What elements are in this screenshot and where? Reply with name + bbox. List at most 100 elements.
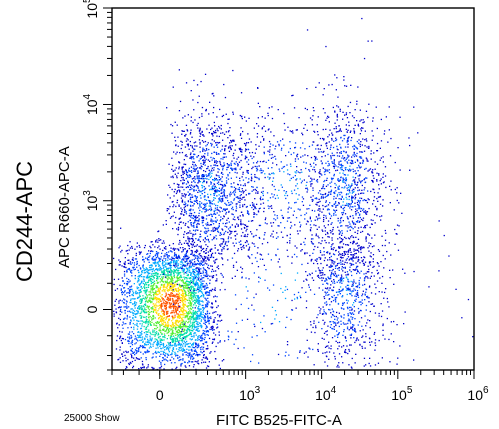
event-dot [140, 308, 143, 310]
event-dot [208, 361, 210, 363]
event-dot [164, 349, 166, 351]
event-dot [175, 262, 178, 264]
event-dot [194, 255, 197, 257]
event-dot [330, 144, 332, 146]
event-dot [133, 351, 135, 353]
event-dot [196, 200, 198, 202]
event-dot [373, 196, 376, 198]
event-dot [167, 321, 169, 323]
event-dot [171, 312, 173, 314]
event-dot [346, 198, 348, 200]
event-dot [193, 304, 195, 306]
event-dot [310, 227, 312, 229]
event-dot [196, 311, 198, 313]
event-dot [353, 151, 355, 154]
event-dot [128, 363, 131, 366]
event-dot [169, 287, 171, 289]
event-dot [184, 365, 186, 367]
event-dot [333, 128, 335, 130]
event-dot [166, 277, 168, 279]
event-dot [142, 305, 145, 307]
event-dot [198, 300, 201, 302]
event-dot [189, 316, 191, 318]
event-dot [166, 210, 168, 212]
event-dot [201, 248, 204, 250]
event-dot [182, 308, 185, 310]
event-dot [198, 219, 200, 221]
event-dot [197, 286, 199, 288]
event-dot [158, 308, 160, 310]
event-dot [156, 239, 158, 241]
event-dot [131, 340, 133, 342]
event-dot [177, 248, 179, 250]
event-dot [136, 324, 138, 326]
event-dot [203, 231, 206, 233]
event-dot [201, 222, 203, 224]
event-dot [173, 341, 175, 343]
event-dot [189, 328, 191, 330]
event-dot [192, 290, 194, 292]
event-dot [339, 172, 341, 174]
event-dot [200, 247, 202, 249]
event-dot [186, 264, 189, 266]
event-dot [186, 129, 188, 131]
event-dot [205, 205, 207, 207]
event-dot [149, 293, 151, 296]
event-dot [347, 186, 350, 188]
event-dot [350, 185, 352, 187]
event-dot [207, 331, 210, 333]
event-dot [200, 319, 203, 321]
event-dot [158, 314, 160, 316]
event-dot [201, 217, 203, 219]
event-dot [191, 350, 193, 352]
event-dot [119, 330, 121, 333]
event-dot [155, 321, 157, 324]
event-dot [222, 167, 224, 169]
event-dot [188, 267, 190, 269]
event-dot [132, 267, 134, 269]
event-dot [174, 296, 176, 298]
event-dot [151, 241, 153, 243]
event-dot [163, 328, 165, 330]
event-dot [367, 198, 369, 200]
event-dot [167, 259, 169, 261]
event-dot [159, 355, 161, 357]
event-dot [152, 244, 154, 246]
event-dot [186, 262, 188, 264]
event-dot [213, 230, 216, 232]
event-dot [129, 280, 131, 282]
event-dot [352, 228, 354, 230]
event-dot [221, 319, 223, 321]
event-dot [207, 251, 209, 253]
event-dot [187, 290, 189, 292]
event-dot [144, 301, 147, 303]
event-dot [188, 328, 190, 331]
event-dot [182, 288, 185, 290]
event-dot [175, 353, 177, 355]
event-dot [169, 347, 171, 349]
event-dot [129, 345, 132, 348]
event-dot [162, 264, 164, 266]
event-dot [343, 252, 346, 254]
event-dot [208, 224, 210, 226]
event-dot [322, 204, 324, 207]
event-dot [394, 161, 396, 164]
event-dot [330, 232, 332, 234]
event-dot [168, 244, 171, 246]
event-dot [187, 262, 189, 264]
event-dot [138, 350, 140, 353]
event-dot [147, 350, 149, 352]
event-dot [185, 240, 187, 242]
event-dot [206, 294, 208, 296]
event-dot [368, 207, 370, 210]
event-dot [167, 326, 169, 329]
event-dot [138, 347, 140, 349]
event-dot [123, 282, 126, 285]
event-dot [137, 276, 139, 278]
event-dot [190, 318, 192, 320]
event-dot [137, 287, 140, 289]
event-dot [339, 167, 341, 169]
event-dot [194, 302, 196, 304]
event-dot [211, 326, 213, 328]
event-dot [180, 349, 183, 351]
